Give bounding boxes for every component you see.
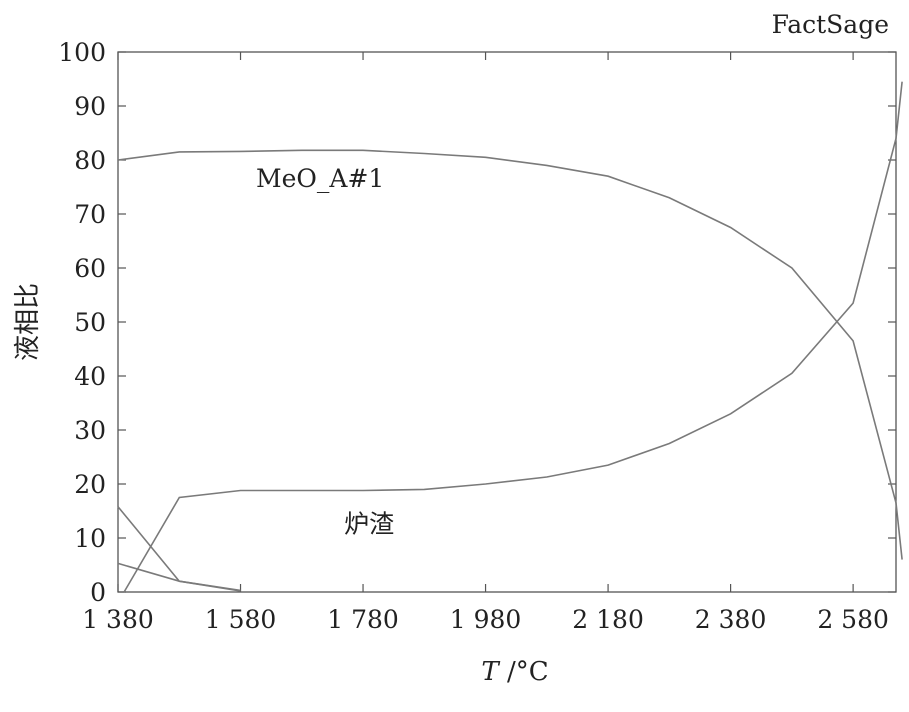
annotation-label: MeO_A#1 xyxy=(256,164,384,193)
y-tick-label: 50 xyxy=(74,308,106,337)
y-tick-label: 0 xyxy=(90,578,106,607)
annotation-label: 炉渣 xyxy=(344,510,394,539)
annotations: MeO_A#1 炉渣 xyxy=(256,164,394,539)
series-line-2 xyxy=(123,81,903,593)
plot-frame xyxy=(117,51,897,593)
watermark-label: FactSage xyxy=(772,10,889,39)
y-tick-label: 60 xyxy=(74,254,106,283)
x-tick-label: 2 380 xyxy=(695,605,767,634)
series-line-3 xyxy=(117,506,241,592)
x-axis-title: T /°C xyxy=(481,657,548,687)
y-tick-label: 30 xyxy=(74,416,106,445)
x-tick-label: 1 580 xyxy=(205,605,277,634)
y-tick-label: 70 xyxy=(74,200,106,229)
x-axis-unit: /°C xyxy=(499,657,549,687)
x-tick-label: 2 580 xyxy=(817,605,889,634)
y-tick-label: 40 xyxy=(74,362,106,391)
axis-ticks xyxy=(117,51,896,593)
y-tick-label: 90 xyxy=(74,92,106,121)
tick-labels: 1 380 1 580 1 780 1 980 2 180 2 380 2 580 0 10 20… xyxy=(58,38,889,634)
series-group xyxy=(117,81,903,593)
x-tick-label: 1 780 xyxy=(327,605,399,634)
x-tick-label: 1 980 xyxy=(450,605,522,634)
x-axis-symbol: T xyxy=(481,657,500,687)
series-line-1 xyxy=(117,149,903,560)
y-tick-label: 20 xyxy=(74,470,106,499)
y-tick-label: 80 xyxy=(74,146,106,175)
y-axis-title: 液相比 xyxy=(13,283,43,361)
y-tick-label: 100 xyxy=(58,38,106,67)
series-line-4 xyxy=(117,562,241,592)
x-tick-label: 1 380 xyxy=(82,605,154,634)
y-tick-label: 10 xyxy=(74,524,106,553)
x-tick-label: 2 180 xyxy=(572,605,644,634)
